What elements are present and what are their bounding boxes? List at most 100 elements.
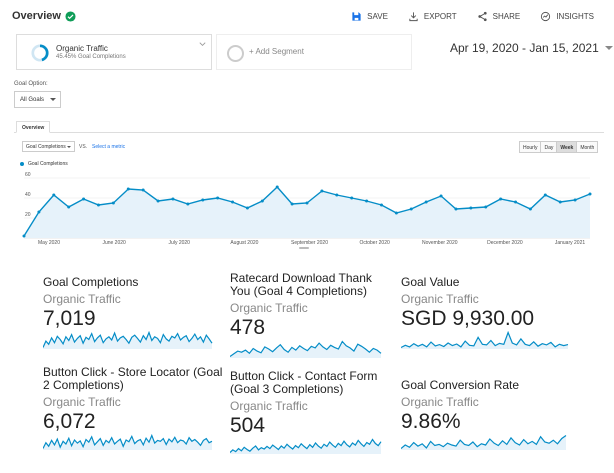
chevron-down-icon[interactable] — [198, 40, 207, 49]
add-segment-label: + Add Segment — [249, 47, 304, 56]
series-point[interactable] — [320, 189, 324, 193]
series-point[interactable] — [260, 199, 264, 203]
segment-ring-icon — [31, 44, 49, 62]
scorecard-grid: Goal Completions Organic Traffic 7,019 R… — [0, 262, 614, 473]
x-tick-label: May 2020 — [38, 240, 60, 246]
scorecard-sparkline — [43, 331, 213, 349]
series-point[interactable] — [350, 196, 354, 200]
tab-overview[interactable]: Overview — [16, 121, 51, 133]
title-group: Overview — [12, 10, 76, 22]
series-point[interactable] — [424, 200, 428, 204]
series-point[interactable] — [484, 205, 488, 209]
y-tick-label: 20 — [25, 212, 31, 218]
series-point[interactable] — [558, 200, 562, 204]
segment-picker: Organic Traffic 45.45% Goal Completions … — [16, 34, 416, 72]
granularity-week-button[interactable]: Week — [556, 141, 578, 153]
share-label: SHARE — [492, 12, 521, 21]
series-point[interactable] — [528, 207, 532, 211]
series-point[interactable] — [573, 198, 577, 202]
segment-share: 45.45% Goal Completions — [56, 54, 126, 60]
series-point[interactable] — [67, 205, 71, 209]
x-tick-label: September 2020 — [291, 240, 328, 246]
scorecard-goal-value[interactable]: Goal Value Organic Traffic SGD 9,930.00 — [401, 276, 571, 349]
series-point[interactable] — [231, 200, 235, 204]
series-point[interactable] — [439, 194, 443, 198]
scorecard-conversion-rate[interactable]: Goal Conversion Rate Organic Traffic 9.8… — [401, 379, 571, 450]
report-actions: SAVE EXPORT SHARE INSIGHTS — [331, 11, 594, 22]
scorecard-goal-completions[interactable]: Goal Completions Organic Traffic 7,019 — [43, 276, 213, 349]
series-point[interactable] — [514, 200, 518, 204]
sparkline-line — [401, 331, 569, 349]
scorecard-title: Button Click - Contact Form (Goal 3 Comp… — [230, 369, 378, 396]
series-point[interactable] — [111, 201, 115, 205]
series-point[interactable] — [82, 197, 86, 201]
goal-option-select[interactable]: All Goals — [14, 91, 61, 108]
series-point[interactable] — [96, 203, 100, 207]
series-point[interactable] — [454, 207, 458, 211]
y-tick-label: 40 — [25, 192, 31, 198]
scorecard-store-locator[interactable]: Button Click - Store Locator (Goal 2 Com… — [43, 366, 223, 450]
segment-card-organic-traffic[interactable]: Organic Traffic 45.45% Goal Completions — [16, 34, 212, 70]
scorecard-title: Goal Completions — [43, 275, 139, 289]
series-point[interactable] — [245, 206, 249, 210]
series-point[interactable] — [469, 206, 473, 210]
scorecard-segment: Organic Traffic — [43, 395, 121, 409]
scorecard-sparkline — [43, 434, 213, 450]
series-point[interactable] — [394, 211, 398, 215]
y-tick-label: 60 — [25, 172, 31, 178]
series-point[interactable] — [186, 202, 190, 206]
scorecard-segment: Organic Traffic — [401, 292, 479, 306]
series-point[interactable] — [275, 185, 279, 189]
granularity-hourly-button[interactable]: Hourly — [519, 141, 542, 153]
series-point[interactable] — [409, 207, 413, 211]
insights-button[interactable]: INSIGHTS — [540, 11, 594, 22]
series-point[interactable] — [171, 197, 175, 201]
granularity-toggle: Hourly Day Week Month — [519, 141, 599, 153]
scorecard-segment: Organic Traffic — [230, 301, 308, 315]
save-icon — [352, 12, 361, 21]
scorecard-ratecard-download[interactable]: Ratecard Download Thank You (Goal 4 Comp… — [230, 272, 390, 358]
series-point[interactable] — [22, 234, 26, 238]
series-point[interactable] — [156, 199, 160, 203]
report-tabs: Overview — [14, 121, 604, 133]
date-range-label: Apr 19, 2020 - Jan 15, 2021 — [450, 41, 599, 55]
series-point[interactable] — [290, 202, 294, 206]
scorecard-title: Goal Value — [401, 275, 460, 289]
x-tick-label: July 2020 — [169, 240, 191, 246]
series-point[interactable] — [335, 193, 339, 197]
granularity-month-button[interactable]: Month — [576, 141, 599, 153]
page-title: Overview — [12, 10, 61, 22]
scorecard-sparkline — [230, 340, 382, 358]
series-point[interactable] — [201, 198, 205, 202]
date-range-picker[interactable]: Apr 19, 2020 - Jan 15, 2021 — [450, 41, 613, 55]
scorecard-contact-form[interactable]: Button Click - Contact Form (Goal 3 Comp… — [230, 370, 395, 454]
series-point[interactable] — [543, 193, 547, 197]
segment-name: Organic Traffic — [56, 44, 108, 53]
verified-check-icon — [65, 10, 76, 22]
chart-resize-handle[interactable] — [299, 247, 309, 249]
series-point[interactable] — [379, 203, 383, 207]
series-point[interactable] — [37, 210, 41, 214]
metric-select[interactable]: Goal Completions — [22, 141, 75, 152]
metric-select-value: Goal Completions — [26, 144, 66, 150]
export-icon — [409, 12, 418, 22]
sparkline-line — [401, 435, 567, 449]
save-button[interactable]: SAVE — [351, 11, 388, 22]
granularity-day-button[interactable]: Day — [540, 141, 558, 153]
export-button[interactable]: EXPORT — [408, 11, 457, 22]
share-button[interactable]: SHARE — [477, 11, 521, 22]
series-point[interactable] — [365, 199, 369, 203]
scorecard-value: 478 — [230, 316, 266, 339]
add-segment-button[interactable]: + Add Segment — [216, 34, 412, 70]
series-point[interactable] — [588, 192, 592, 196]
scorecard-segment: Organic Traffic — [43, 292, 121, 306]
series-point[interactable] — [216, 196, 220, 200]
x-tick-label: August 2020 — [230, 240, 258, 246]
series-point[interactable] — [126, 187, 130, 191]
legend-dot-icon — [20, 162, 24, 166]
series-point[interactable] — [141, 188, 145, 192]
select-metric-link[interactable]: Select a metric — [92, 144, 126, 150]
series-point[interactable] — [499, 197, 503, 201]
series-point[interactable] — [305, 201, 309, 205]
series-point[interactable] — [52, 193, 56, 197]
